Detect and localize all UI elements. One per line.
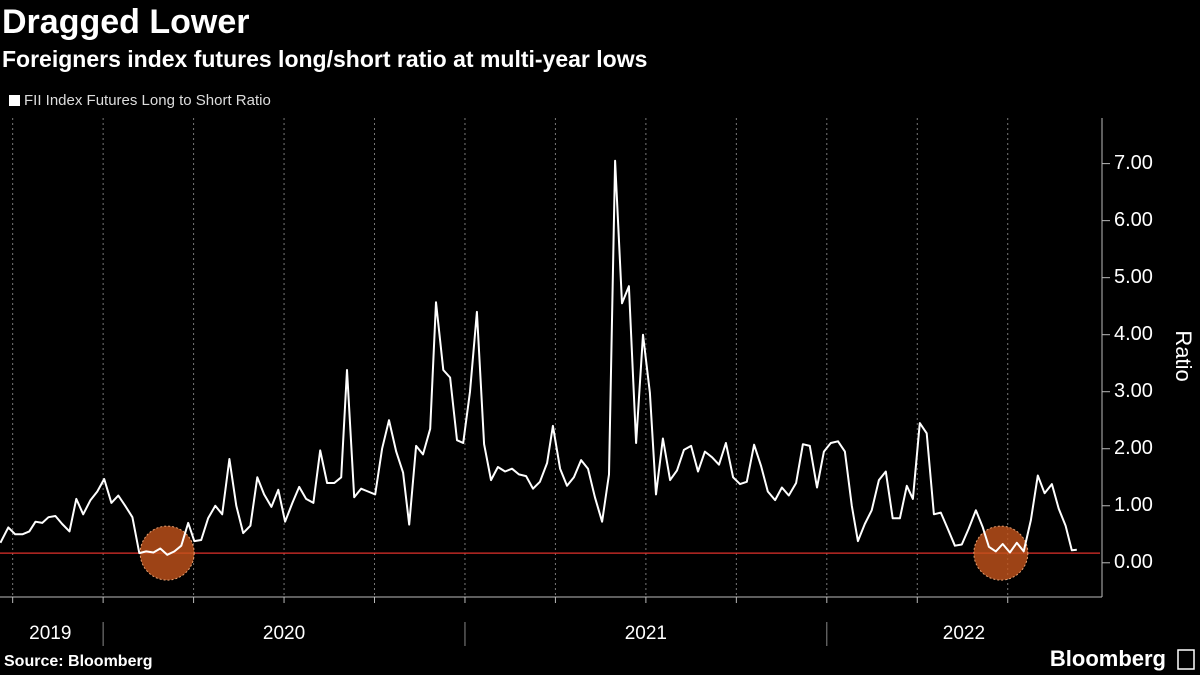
y-tick-label: 3.00: [1114, 380, 1153, 402]
highlight-circle: [139, 525, 195, 581]
source: Source: Bloomberg: [4, 653, 152, 670]
x-tick-label: 2022: [943, 623, 985, 644]
y-tick-label: 2.00: [1114, 437, 1153, 459]
y-tick-label: 7.00: [1114, 152, 1153, 174]
y-tick-label: 1.00: [1114, 494, 1153, 516]
y-tick-label: 5.00: [1114, 266, 1153, 288]
x-tick-label: 2020: [263, 623, 305, 644]
data-line: [0, 159, 1077, 556]
x-tick-label: 2021: [625, 623, 667, 644]
x-tick-label: 2019: [29, 623, 71, 644]
chart-title: Dragged Lower: [2, 3, 249, 41]
y-axis-label: Ratio: [1171, 330, 1196, 381]
y-tick-label: 0.00: [1114, 551, 1153, 573]
chart-subtitle: Foreigners index futures long/short rati…: [2, 46, 647, 72]
legend-swatch: [9, 95, 20, 106]
brand-icon: [1177, 649, 1195, 670]
highlight-circle: [973, 525, 1029, 581]
y-tick-label: 6.00: [1114, 209, 1153, 231]
brand: Bloomberg: [1050, 646, 1166, 671]
legend-label: FII Index Futures Long to Short Ratio: [24, 92, 271, 109]
y-tick-label: 4.00: [1114, 323, 1153, 345]
